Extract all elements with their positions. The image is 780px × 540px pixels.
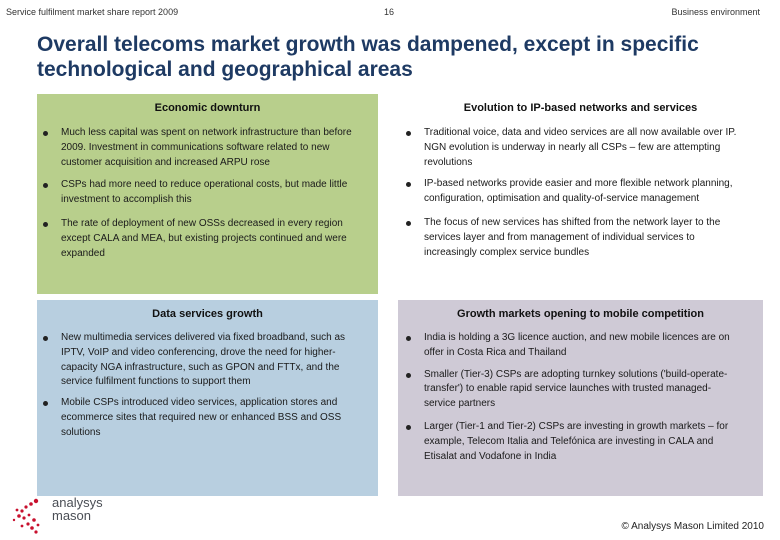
- bullet-list: Traditional voice, data and video servic…: [406, 126, 739, 260]
- list-item: CSPs had more need to reduce operational…: [43, 178, 370, 208]
- bullet-icon: [43, 221, 48, 227]
- growth-markets-box: Growth markets opening to mobile competi…: [398, 300, 763, 496]
- bullet-text: Larger (Tier-1 and Tier-2) CSPs are inve…: [424, 420, 729, 462]
- bullet-text: IP-based networks provide easier and mor…: [424, 178, 733, 205]
- bullet-icon: [406, 424, 411, 430]
- bullet-list: India is holding a 3G licence auction, a…: [406, 331, 739, 464]
- bullet-text: CSPs had more need to reduce operational…: [61, 179, 348, 206]
- ip-evolution-box: Evolution to IP-based networks and servi…: [398, 94, 763, 294]
- list-item: The rate of deployment of new OSSs decre…: [43, 217, 370, 261]
- bullet-text: Mobile CSPs introduced video services, a…: [61, 397, 342, 438]
- analysys-mason-logo: analysys mason: [8, 496, 148, 536]
- bullet-list: New multimedia services delivered via fi…: [43, 331, 370, 441]
- header-report-title: Service fulfilment market share report 2…: [6, 7, 179, 17]
- list-item: Mobile CSPs introduced video services, a…: [43, 396, 370, 440]
- bullet-text: India is holding a 3G licence auction, a…: [424, 332, 730, 358]
- bullet-text: The focus of new services has shifted fr…: [424, 216, 721, 258]
- bullet-icon: [406, 336, 411, 341]
- page-title: Overall telecoms market growth was dampe…: [37, 33, 699, 81]
- bullet-text: Smaller (Tier-3) CSPs are adopting turnk…: [424, 368, 728, 410]
- list-item: Much less capital was spent on network i…: [43, 126, 370, 170]
- bullet-icon: [43, 131, 48, 136]
- bullet-text: New multimedia services delivered via fi…: [61, 332, 346, 388]
- box-title: Growth markets opening to mobile competi…: [457, 308, 704, 320]
- header-section: Business environment: [671, 7, 760, 17]
- bullet-icon: [43, 183, 48, 189]
- data-services-box: Data services growth New multimedia serv…: [37, 300, 378, 496]
- box-title: Data services growth: [152, 308, 263, 320]
- list-item: India is holding a 3G licence auction, a…: [406, 331, 739, 361]
- list-item: The focus of new services has shifted fr…: [406, 216, 739, 260]
- logo-line-1: analysys: [52, 495, 103, 510]
- bullet-icon: [406, 131, 411, 136]
- copyright-notice: © Analysys Mason Limited 2010: [621, 521, 764, 532]
- list-item: IP-based networks provide easier and mor…: [406, 177, 739, 207]
- bullet-icon: [406, 220, 411, 226]
- list-item: Traditional voice, data and video servic…: [406, 126, 739, 170]
- bullet-icon: [43, 401, 48, 407]
- logo-wordmark: analysys mason: [52, 496, 103, 522]
- page-number: 16: [384, 7, 395, 17]
- bullet-text: Much less capital was spent on network i…: [61, 127, 352, 168]
- bullet-icon: [406, 182, 411, 188]
- box-title: Economic downturn: [154, 102, 261, 114]
- economic-downturn-box: Economic downturn Much less capital was …: [37, 94, 378, 294]
- logo-mark-icon: [12, 498, 40, 534]
- box-title: Evolution to IP-based networks and servi…: [463, 102, 698, 114]
- bullet-text: The rate of deployment of new OSSs decre…: [61, 217, 347, 259]
- list-item: Larger (Tier-1 and Tier-2) CSPs are inve…: [406, 420, 739, 464]
- bullet-list: Much less capital was spent on network i…: [43, 126, 370, 261]
- list-item: Smaller (Tier-3) CSPs are adopting turnk…: [406, 368, 739, 412]
- bullet-text: Traditional voice, data and video servic…: [424, 127, 737, 168]
- bullet-icon: [406, 372, 411, 378]
- list-item: New multimedia services delivered via fi…: [43, 331, 370, 390]
- bullet-icon: [43, 336, 48, 341]
- logo-line-2: mason: [52, 508, 92, 523]
